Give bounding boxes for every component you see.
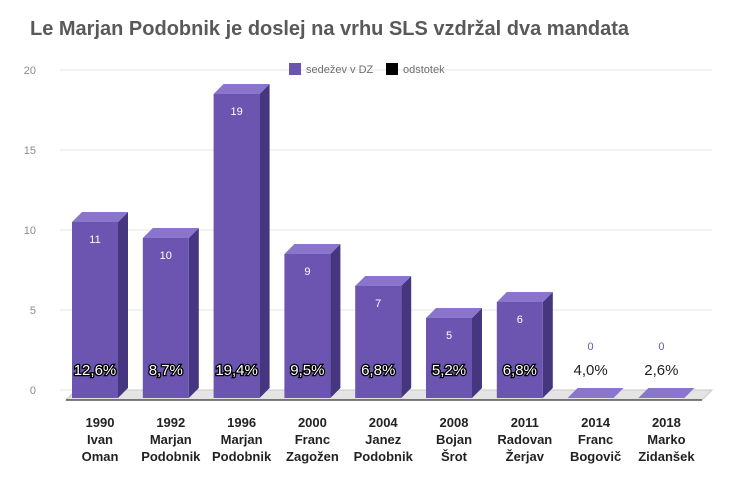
x-category-label-line: 1990 (86, 415, 115, 430)
bar-side (330, 244, 341, 398)
percent-data-label: 12,6% (74, 362, 117, 379)
bar (142, 238, 189, 398)
x-category-label-line: Janez (365, 432, 402, 447)
x-category-label-line: Podobnik (354, 449, 414, 464)
bar (284, 254, 331, 398)
x-category-label-line: Oman (82, 449, 119, 464)
x-category-label-line: Podobnik (212, 449, 272, 464)
percent-data-label: 6,8% (361, 362, 395, 379)
x-category-label-line: Šrot (441, 449, 468, 464)
y-tick-label: 0 (30, 385, 36, 397)
y-tick-label: 10 (24, 225, 36, 237)
bar-side (188, 228, 199, 398)
bar-top (355, 276, 412, 286)
x-category-label-line: 2011 (511, 415, 539, 430)
x-category-label-line: Zagožen (286, 449, 339, 464)
seats-data-label: 9 (304, 266, 310, 278)
x-category-label-line: Podobnik (141, 449, 201, 464)
x-category-label: 2011 Radovan Žerjav (497, 415, 552, 464)
percent-data-label: 4,0% (573, 362, 607, 379)
y-tick-label: 5 (30, 305, 36, 317)
percent-data-label: 2,6% (644, 362, 678, 379)
bar (213, 94, 260, 398)
bar-top (213, 84, 270, 94)
percent-data-label: 8,7% (149, 362, 183, 379)
x-category-label: 1990 Ivan Oman (82, 415, 119, 464)
x-category-label-line: Ivan (87, 432, 113, 447)
x-category-label-line: 1996 (227, 415, 256, 430)
x-category-label: 1996 Marjan Podobnik (212, 415, 272, 464)
bar-side (401, 276, 412, 398)
y-tick-label: 15 (24, 145, 36, 157)
seats-data-label: 6 (517, 314, 523, 326)
seats-data-label: 0 (658, 341, 664, 353)
bar-side (542, 292, 553, 398)
legend-label-seats: sedežev v DZ (306, 64, 374, 76)
x-category-label-line: Marko (647, 432, 685, 447)
x-category-label-line: 2014 (581, 415, 611, 430)
bar (72, 222, 118, 398)
bar-top (567, 388, 624, 398)
bar-top (638, 388, 695, 398)
x-category-label-line: 2018 (652, 415, 681, 430)
x-category-label: 1992 Marjan Podobnik (141, 415, 201, 464)
bar-top (426, 308, 482, 318)
percent-data-label: 19,4% (215, 362, 258, 379)
bar (426, 318, 472, 398)
x-category-label-line: Žerjav (506, 449, 545, 464)
x-category-label-line: Franc (578, 432, 613, 447)
bar (496, 302, 543, 398)
seats-data-label: 19 (230, 106, 242, 118)
bar (355, 286, 402, 398)
seats-data-label: 7 (375, 298, 381, 310)
x-category-label: 2014 Franc Bogovič (570, 415, 621, 464)
seats-data-label: 0 (588, 341, 594, 353)
x-category-label-line: 2004 (369, 415, 399, 430)
x-category-label-line: Franc (295, 432, 330, 447)
x-category-label-line: Marjan (150, 432, 192, 447)
percent-data-label: 5,2% (432, 362, 466, 379)
seats-data-label: 10 (160, 250, 172, 262)
x-category-label-line: Bogovič (570, 449, 621, 464)
x-category-label-line: 1992 (156, 415, 185, 430)
x-category-label-line: Radovan (497, 432, 552, 447)
x-category-label-line: Marjan (221, 432, 263, 447)
bar-top (284, 244, 341, 254)
bar-top (142, 228, 199, 238)
y-tick-label: 20 (24, 65, 36, 77)
percent-data-label: 6,8% (503, 362, 537, 379)
bar-side (259, 84, 270, 398)
legend-swatch-seats (289, 63, 301, 75)
legend-swatch-percent (386, 63, 398, 75)
bar-side (472, 308, 482, 398)
bar-top (496, 292, 553, 302)
x-category-label: 2008 Bojan Šrot (436, 415, 472, 464)
x-category-label-line: 2008 (440, 415, 469, 430)
x-category-label: 2018 Marko Zidanšek (638, 415, 695, 464)
seats-data-label: 5 (446, 330, 452, 342)
x-category-label-line: 2000 (298, 415, 327, 430)
chart-title: Le Marjan Podobnik je doslej na vrhu SLS… (30, 18, 630, 40)
percent-data-label: 9,5% (290, 362, 324, 379)
x-category-label: 2004 Janez Podobnik (354, 415, 414, 464)
x-category-label: 2000 Franc Zagožen (286, 415, 339, 464)
seats-data-label: 11 (89, 234, 100, 246)
x-category-label-line: Zidanšek (638, 449, 695, 464)
bar-top (72, 212, 128, 222)
bar-side (118, 212, 128, 398)
x-category-label-line: Bojan (436, 432, 472, 447)
legend-label-percent: odstotek (403, 64, 445, 76)
